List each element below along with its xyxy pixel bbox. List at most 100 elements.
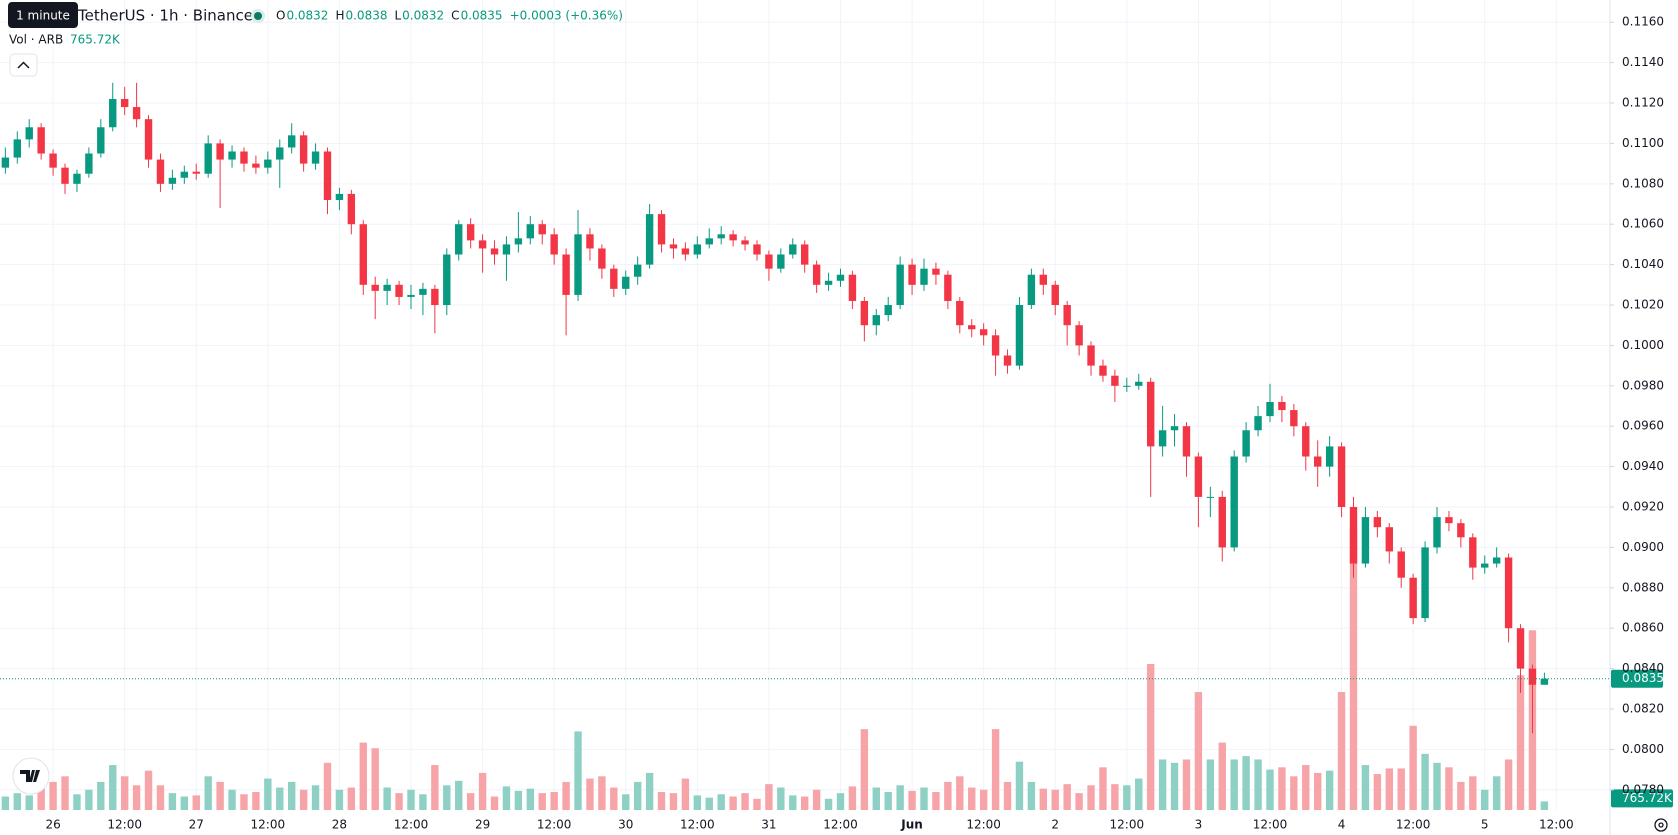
candle-body — [144, 119, 153, 160]
candle-body — [216, 143, 224, 160]
ohlc-value: 0.0835 — [461, 9, 503, 23]
volume-bar — [1254, 759, 1262, 810]
candle-body — [395, 284, 403, 297]
volume-bar — [1314, 772, 1322, 810]
candle-body — [443, 254, 451, 306]
candle-body — [586, 234, 594, 249]
ohlc-label: L — [394, 9, 401, 23]
candle-body — [1314, 456, 1322, 467]
volume-bar — [443, 785, 451, 810]
volume-bar — [37, 787, 45, 810]
candle-body — [1099, 365, 1107, 376]
candle-body — [156, 159, 165, 184]
y-tick-label: 0.0960 — [1622, 419, 1664, 433]
volume-bar — [1, 796, 10, 810]
volume-bar — [156, 785, 165, 810]
volume-bar — [431, 765, 439, 810]
candle-body — [61, 167, 69, 184]
candle-body — [860, 300, 869, 326]
volume-pane — [1, 529, 1549, 810]
candle-body — [777, 254, 785, 269]
volume-bar — [1421, 753, 1429, 810]
volume-bar — [550, 792, 558, 810]
candle-body — [1290, 410, 1298, 427]
volume-bar — [812, 789, 821, 810]
volume-bar — [1003, 781, 1012, 810]
collapse-button[interactable] — [9, 53, 38, 77]
candle-body — [276, 147, 284, 160]
candle-body — [1528, 668, 1537, 685]
candle-body — [132, 107, 141, 120]
volume-bar — [1481, 789, 1489, 810]
y-tick-label: 0.0820 — [1622, 702, 1664, 716]
volume-bar — [1385, 768, 1393, 810]
settings-button[interactable] — [1654, 818, 1668, 832]
volume-bar — [466, 793, 475, 810]
candle-body — [1278, 401, 1286, 411]
price-label-box — [1611, 669, 1663, 688]
candle-body — [1385, 527, 1393, 552]
x-tick-label: 12:00 — [1396, 818, 1431, 832]
x-tick-label: 12:00 — [966, 818, 1001, 832]
volume-bar — [777, 787, 785, 810]
volume-bar — [979, 789, 988, 810]
candle-body — [1075, 325, 1083, 346]
volume-bar — [908, 790, 916, 810]
candle-body — [252, 163, 260, 168]
volume-bar — [717, 794, 725, 810]
volume-bar — [13, 793, 21, 810]
x-tick-label: 2 — [1051, 818, 1059, 832]
volume-bar — [1266, 769, 1274, 810]
volume-bar — [335, 789, 344, 810]
candle-body — [884, 305, 892, 316]
volume-bar — [455, 780, 463, 810]
volume-bar — [610, 787, 618, 810]
volume-bar — [598, 776, 606, 810]
volume-bar — [359, 742, 367, 810]
x-tick-label: 29 — [475, 818, 490, 832]
volume-label-box — [1611, 789, 1673, 808]
volume-bar — [61, 776, 69, 810]
candle-body — [323, 151, 332, 200]
volume-bar — [407, 789, 415, 810]
candle-body — [896, 264, 904, 306]
volume-bar — [705, 797, 713, 810]
y-tick-label: 0.1100 — [1622, 136, 1664, 150]
tooltip-text: 1 minute — [16, 9, 70, 23]
volume-bar — [1397, 768, 1405, 810]
candle-body — [419, 288, 427, 295]
volume-bar — [1111, 784, 1119, 810]
x-tick-label: 5 — [1481, 818, 1489, 832]
candle-body — [168, 177, 177, 184]
candle-body — [287, 135, 296, 148]
candle-body — [347, 193, 356, 225]
y-tick-label: 0.0800 — [1622, 742, 1664, 756]
candle-body — [120, 98, 129, 108]
volume-bar — [264, 778, 272, 810]
candle-body — [920, 268, 928, 285]
volume-bar — [860, 729, 869, 810]
candle-body — [1540, 678, 1549, 685]
volume-bar — [765, 784, 773, 810]
candle-body — [311, 151, 320, 164]
candle-body — [1397, 551, 1405, 578]
y-tick-label: 0.0900 — [1622, 540, 1664, 554]
volume-bar — [681, 778, 690, 810]
volume-bar — [836, 793, 845, 810]
volume-bar — [1504, 759, 1513, 810]
candle-body — [204, 143, 212, 174]
logo — [12, 757, 50, 795]
x-tick-label: 31 — [761, 818, 776, 832]
x-tick-label: 12:00 — [251, 818, 286, 832]
volume-bar — [1099, 767, 1107, 810]
candle-body — [657, 214, 666, 245]
volume-bar — [1516, 675, 1525, 810]
volume-bar — [1445, 767, 1453, 810]
y-tick-label: 0.1080 — [1622, 176, 1664, 190]
y-tick-label: 0.0780 — [1622, 782, 1664, 796]
ohlc-value: 0.0838 — [345, 9, 387, 23]
candle-body — [407, 294, 415, 297]
volume-bar — [1337, 692, 1346, 810]
volume-bar — [1469, 776, 1477, 810]
